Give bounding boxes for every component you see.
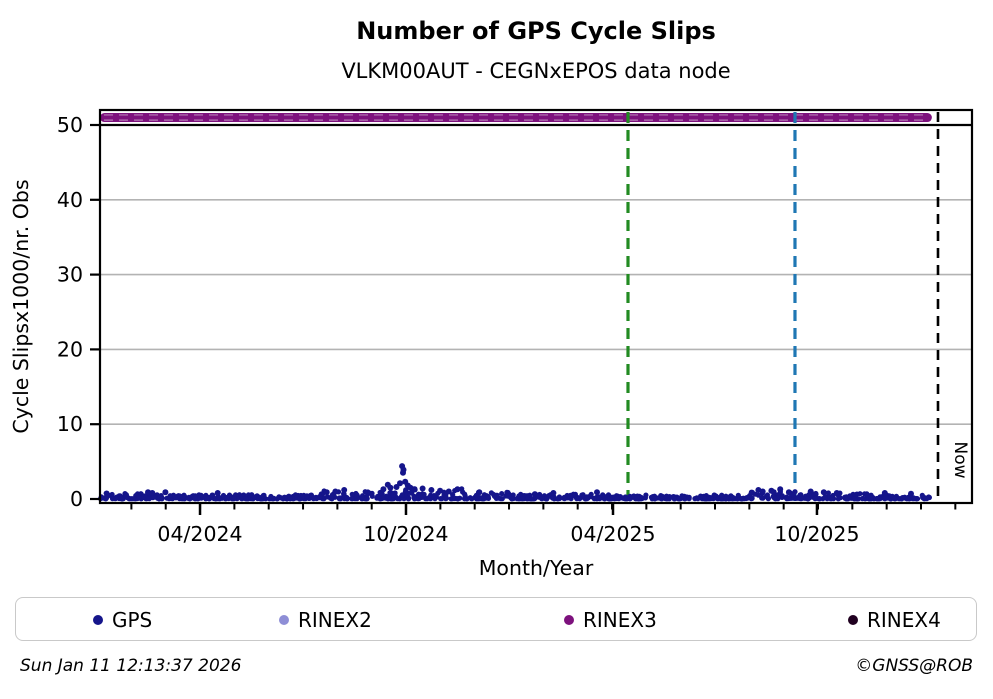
rinex3-band [100,113,932,123]
x-tick-label: 10/2024 [363,522,448,546]
cycle-slips-plot: 0 10 20 30 40 50 04/2024 10/2024 04/2025 10/2025 M… [9,108,974,580]
plot-timestamp: Sun Jan 11 12:13:37 2026 [20,656,242,676]
gps-marker-icon [93,615,103,625]
x-axis-label: Month/Year [479,556,594,580]
y-tick-label: 50 [57,113,83,137]
x-tick-label: 04/2025 [570,522,655,546]
legend-label: RINEX3 [583,608,657,632]
y-tick-label: 0 [70,487,83,511]
legend-item-rinex3: RINEX3 [564,598,657,642]
x-tick-label: 04/2024 [157,522,242,546]
now-label: Now [950,441,970,478]
rinex4-marker-icon [848,615,858,625]
legend-item-rinex4: RINEX4 [848,598,941,642]
y-tick-label: 30 [57,263,83,287]
chart-subtitle: VLKM00AUT - CEGNxEPOS data node [341,59,731,83]
y-tick-label: 10 [57,412,83,436]
gps-scatter [97,463,933,502]
x-tick-label: 10/2025 [774,522,859,546]
legend-label: RINEX2 [298,608,372,632]
legend-label: RINEX4 [867,608,941,632]
legend-item-gps: GPS [93,598,152,642]
rinex2-marker-icon [279,615,289,625]
y-tick-label: 40 [57,188,83,212]
chart-title: Number of GPS Cycle Slips [356,17,716,45]
credit-label: ©GNSS@ROB [855,656,973,676]
y-axis-label: Cycle Slipsx1000/nr. Obs [9,179,33,433]
chart-legend: GPS RINEX2 RINEX3 RINEX4 [15,597,977,641]
plot-frame [98,108,974,505]
rinex3-marker-icon [564,615,574,625]
legend-item-rinex2: RINEX2 [279,598,372,642]
legend-label: GPS [112,608,153,632]
y-tick-label: 20 [57,337,83,361]
